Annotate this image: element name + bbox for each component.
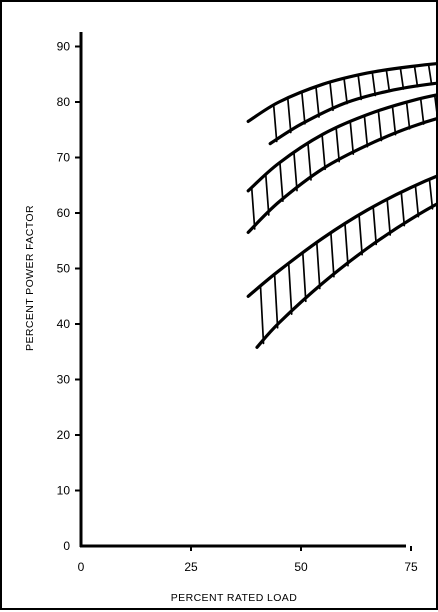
1-hp-hatch-mark	[287, 262, 293, 315]
y-axis-title: PERCENT POWER FACTOR	[24, 205, 36, 351]
y-tick-label: 60	[57, 206, 71, 220]
10-hp-hatch-mark	[264, 174, 270, 216]
y-tick-label: 40	[57, 317, 71, 331]
10-hp-hatch-mark	[349, 121, 355, 155]
1-hp-hatch-mark	[315, 241, 321, 290]
100-hp-hatch-mark	[413, 65, 419, 88]
100-hp-hatch-mark	[315, 86, 320, 118]
x-axis-title: PERCENT RATED LOAD	[171, 592, 297, 604]
10-hp-hatch-mark	[335, 127, 341, 163]
10-hp-hatch-mark	[293, 152, 298, 192]
axes	[75, 32, 412, 551]
10-hp-hatch-mark	[377, 110, 383, 142]
10-hp-hatch-mark	[363, 115, 369, 148]
1-hp-hatch-mark	[301, 252, 307, 303]
100-hp-hatch-mark	[399, 67, 405, 90]
x-tick-label: 50	[294, 560, 308, 574]
x-tick-label: 25	[184, 560, 198, 574]
10-hp-hatch-mark	[433, 94, 438, 121]
100-hp-hatch-mark	[357, 74, 363, 101]
100-hp-hatch-mark	[371, 71, 377, 97]
1-hp-hatch-mark	[386, 198, 392, 236]
y-tick-label: 10	[57, 484, 71, 498]
10-hp-hatch-mark	[321, 133, 326, 171]
1-hp-hatch-mark	[330, 232, 335, 278]
100-hp-hatch-mark	[343, 78, 348, 105]
10-hp-hatch-mark	[250, 186, 256, 230]
100-hp-hatch-mark	[329, 81, 334, 112]
1-hp-hatch-mark	[400, 191, 406, 227]
1-hp-band	[246, 173, 438, 349]
10-hp-hatch-mark	[307, 143, 312, 181]
1-hp-hatch-mark	[372, 206, 378, 246]
1-hp-hatch-mark	[428, 178, 434, 210]
1-hp-upper-curve	[246, 173, 438, 298]
y-tick-label: 90	[57, 40, 71, 54]
y-tick-label: 30	[57, 373, 71, 387]
y-tick-label: 80	[57, 95, 71, 109]
data-bands	[246, 61, 438, 349]
1-hp-hatch-mark	[344, 223, 349, 267]
y-tick-label: 20	[57, 428, 71, 442]
100-hp-upper-curve	[246, 61, 438, 123]
100-hp-hatch-mark	[272, 104, 278, 143]
10-hp-upper-curve	[246, 93, 438, 193]
10-hp-hatch-mark	[391, 105, 397, 136]
1-hp-hatch-mark	[259, 285, 265, 345]
1-hp-hatch-mark	[358, 214, 363, 256]
10-hp-hatch-mark	[405, 101, 411, 130]
100-hp-band	[246, 61, 438, 146]
10-hp-band	[246, 93, 438, 234]
y-tick-label: 0	[63, 539, 70, 553]
1-hp-hatch-mark	[273, 273, 279, 329]
100-hp-lower-curve	[268, 81, 438, 146]
100-hp-hatch-mark	[301, 91, 306, 125]
chart-labels: 01020304050607080900255075100125PERCENT …	[24, 40, 418, 605]
1-hp-hatch-mark	[414, 184, 420, 218]
100-hp-hatch-mark	[286, 97, 292, 134]
x-tick-label: 0	[78, 560, 85, 574]
y-tick-label: 70	[57, 151, 71, 165]
100-hp-hatch-mark	[427, 63, 433, 86]
x-tick-label: 75	[404, 560, 418, 574]
100-hp-hatch-mark	[385, 69, 391, 93]
10-hp-hatch-mark	[419, 97, 425, 125]
y-tick-label: 50	[57, 262, 71, 276]
1-hp-lower-curve	[255, 201, 438, 349]
10-hp-hatch-mark	[279, 161, 284, 203]
10-hp-lower-curve	[246, 116, 438, 234]
